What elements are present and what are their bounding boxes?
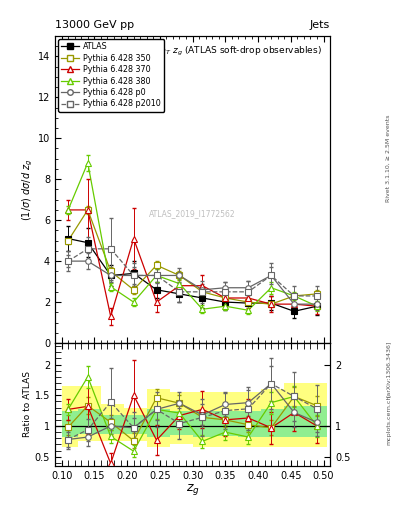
Text: 13000 GeV pp: 13000 GeV pp [55,19,134,30]
Text: Jets: Jets [310,19,330,30]
Text: Rivet 3.1.10, ≥ 2.5M events: Rivet 3.1.10, ≥ 2.5M events [386,115,391,202]
Y-axis label: Ratio to ATLAS: Ratio to ATLAS [23,372,32,437]
Text: ATLAS_2019_I1772562: ATLAS_2019_I1772562 [149,209,236,219]
Text: Relative $p_T\ z_g$ (ATLAS soft-drop observables): Relative $p_T\ z_g$ (ATLAS soft-drop obs… [120,45,322,58]
Text: [arXiv:1306.3436]: [arXiv:1306.3436] [386,340,391,397]
Y-axis label: $(1/\sigma)\ d\sigma/d\ z_g$: $(1/\sigma)\ d\sigma/d\ z_g$ [20,158,35,221]
Legend: ATLAS, Pythia 6.428 350, Pythia 6.428 370, Pythia 6.428 380, Pythia 6.428 p0, Py: ATLAS, Pythia 6.428 350, Pythia 6.428 37… [58,39,164,112]
Text: mcplots.cern.ch: mcplots.cern.ch [386,395,391,445]
X-axis label: $z_g$: $z_g$ [185,482,200,497]
